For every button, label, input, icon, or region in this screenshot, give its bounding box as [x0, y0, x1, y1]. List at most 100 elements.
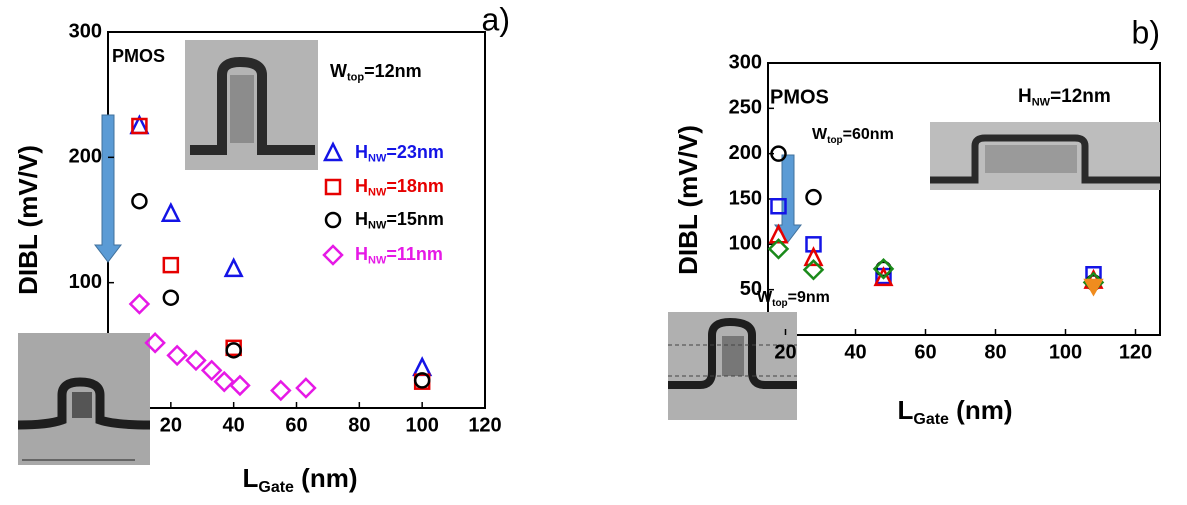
legend-label-rest: =18nm: [386, 176, 444, 196]
y-tick-label: 200: [729, 142, 762, 164]
y-axis-label: DIBL (mV/V): [673, 125, 703, 275]
y-tick-label: 50: [740, 278, 762, 300]
x-axis-label-main: L: [242, 463, 258, 493]
marker: [413, 372, 431, 389]
x-axis-label: LGate (nm): [897, 395, 1012, 428]
annotation-rest: =12nm: [364, 61, 422, 81]
y-tick-label: 100: [729, 233, 762, 255]
x-tick-label: 20: [160, 414, 182, 436]
y-tick-label: 300: [729, 51, 762, 73]
y-tick-label: 100: [69, 271, 102, 293]
marker: [131, 117, 148, 135]
annotation-rest: =12nm: [1050, 86, 1111, 107]
x-axis-label-main: L: [897, 395, 913, 425]
marker: [128, 293, 151, 315]
legend-marker: [322, 244, 344, 266]
y-tick-label: 250: [729, 97, 762, 119]
marker: [162, 256, 180, 274]
x-tick-label: 120: [1119, 341, 1152, 363]
legend-marker: [324, 178, 342, 196]
x-axis-label: LGate (nm): [242, 463, 357, 496]
x-tick-label: 100: [1049, 341, 1082, 363]
annotation-rest: =60nm: [843, 126, 894, 143]
annotation-sub: top: [347, 71, 364, 83]
marker: [225, 342, 242, 359]
marker: [144, 332, 166, 354]
x-axis-label-sub: Gate: [913, 411, 949, 428]
marker: [875, 260, 892, 278]
legend-marker: [322, 141, 344, 162]
x-tick-label: 60: [914, 341, 936, 363]
inset-image: [185, 40, 318, 170]
annotation-sub: top: [772, 297, 788, 308]
annotation: Wtop=60nm: [812, 126, 894, 145]
annotation-main: H: [1018, 86, 1032, 107]
legend-label-rest: =23nm: [386, 142, 444, 162]
inset-image: [17, 333, 151, 465]
annotation-rest: =9nm: [788, 289, 830, 306]
legend-label-main: H: [355, 176, 368, 196]
annotation: Wtop=9nm: [757, 289, 830, 308]
marker: [873, 266, 894, 287]
marker: [1083, 278, 1104, 297]
annotation-main: W: [757, 289, 773, 306]
marker: [768, 223, 789, 244]
marker: [160, 201, 181, 222]
annotation: Wtop=12nm: [330, 61, 422, 84]
x-axis-label-rest: (nm): [294, 463, 358, 493]
marker: [185, 349, 207, 372]
x-tick-label: 40: [223, 414, 245, 436]
annotation: HNW=12nm: [1018, 86, 1111, 109]
y-tick-label: 300: [69, 20, 102, 42]
legend-label-rest: =15nm: [386, 209, 444, 229]
marker: [131, 192, 148, 210]
legend-label-main: H: [355, 244, 368, 264]
x-tick-label: 20: [774, 341, 796, 363]
x-tick-label: 100: [405, 414, 438, 436]
x-tick-label: 80: [984, 341, 1006, 363]
marker: [767, 238, 790, 260]
x-tick-label: 40: [844, 341, 866, 363]
marker: [162, 289, 180, 306]
marker: [213, 370, 236, 393]
legend-label: HNW=18nm: [355, 176, 444, 199]
legend-label-rest: =11nm: [386, 244, 443, 264]
annotation-main: W: [812, 126, 828, 143]
arrow: [93, 114, 123, 263]
y-tick-label: 200: [69, 146, 102, 168]
marker: [805, 188, 822, 206]
x-tick-label: 120: [468, 414, 501, 436]
x-tick-label: 60: [285, 414, 307, 436]
legend-marker: [324, 211, 342, 229]
legend-label: HNW=23nm: [355, 142, 444, 165]
legend-label: HNW=11nm: [355, 244, 443, 267]
marker: [770, 145, 787, 162]
inset-image: [668, 312, 797, 420]
legend-label-main: H: [355, 209, 368, 229]
marker: [295, 377, 317, 399]
annotation-sub: top: [827, 134, 843, 145]
marker: [802, 258, 825, 281]
y-axis-label: DIBL (mV/V): [13, 145, 43, 295]
annotation-sub: NW: [1032, 97, 1051, 109]
legend-label-sub: NW: [368, 186, 387, 198]
panel-label: a): [482, 1, 510, 37]
annotation-main: W: [330, 61, 347, 81]
inset-image: [930, 122, 1160, 190]
x-tick-label: 80: [348, 414, 370, 436]
marker: [166, 344, 188, 367]
marker: [270, 379, 292, 402]
marker: [770, 198, 787, 215]
x-axis-label-rest: (nm): [949, 395, 1013, 425]
legend-label-sub: NW: [368, 152, 387, 164]
marker: [872, 258, 895, 280]
annotation: PMOS: [112, 46, 165, 66]
x-axis-label-sub: Gate: [258, 479, 294, 496]
legend-label: HNW=15nm: [355, 209, 444, 232]
annotation: PMOS: [770, 86, 829, 108]
arrow: [773, 154, 803, 243]
marker: [229, 374, 251, 397]
marker: [803, 246, 824, 267]
legend-label-sub: NW: [368, 254, 387, 266]
